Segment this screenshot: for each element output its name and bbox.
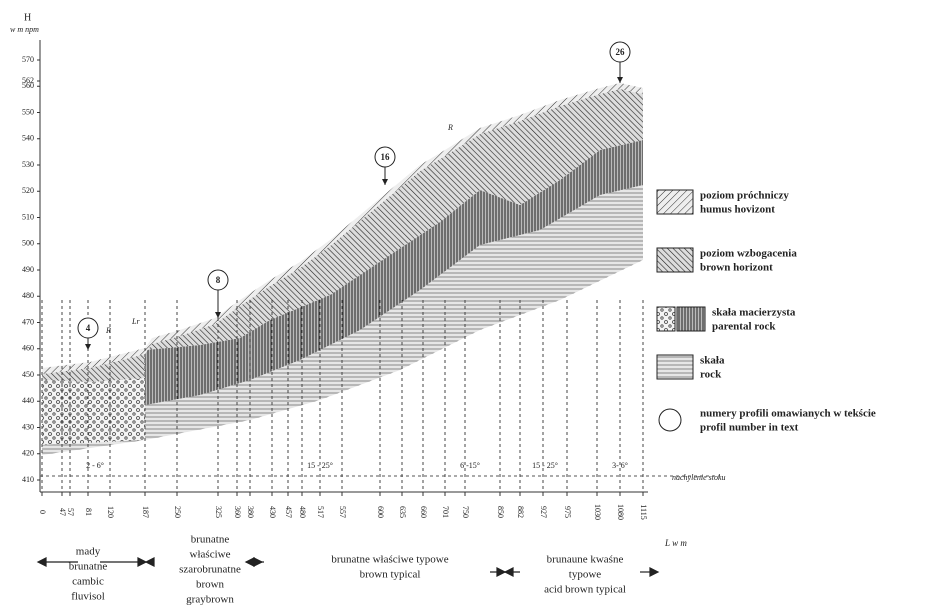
y-tick-label: 430 (22, 422, 34, 431)
soil-unit: cambic (72, 576, 104, 588)
profile-arrowhead (382, 179, 388, 185)
legend-text: poziom wzbogacenia (700, 248, 797, 260)
legend-swatch (677, 307, 705, 331)
soil-unit: właściwe (190, 549, 231, 561)
x-tick-label: 360 (233, 506, 242, 518)
soil-unit: brown typical (360, 569, 421, 581)
soil-unit: mady (76, 546, 101, 558)
y-tick-label: 540 (22, 134, 34, 143)
slope-range: 6 -15° (460, 461, 480, 470)
y-tick-label: 550 (22, 107, 34, 116)
profile-number: 16 (381, 152, 391, 162)
x-tick-label: 250 (173, 506, 182, 518)
x-tick-label: 57 (66, 508, 75, 516)
legend-swatch (657, 307, 675, 331)
soil-unit: brunaune kwaśne (547, 554, 624, 566)
legend-text: numery profili omawianych w tekście (700, 408, 876, 420)
legend-text: skała macierzysta (712, 307, 796, 319)
x-tick-label: 120 (106, 506, 115, 518)
profile-number: 4 (86, 323, 91, 333)
y-title: H (24, 12, 31, 23)
legend-swatch (657, 248, 693, 272)
x-tick-label: 457 (284, 506, 293, 518)
y-tick-label: 520 (22, 186, 34, 195)
y-tick-label: 510 (22, 212, 34, 221)
legend-text: rock (700, 369, 722, 381)
soil-cross-section: H w m npm L w m nachylenie stoku poziom … (0, 0, 931, 610)
y-tick-label: 460 (22, 344, 34, 353)
marker: R (105, 326, 111, 335)
x-tick-label: 660 (419, 506, 428, 518)
x-tick-label: 0 (38, 510, 47, 514)
y-unit: w m npm (10, 25, 39, 34)
y-tick-label: 560 (22, 81, 34, 90)
slope-range: 15 - 25° (307, 461, 333, 470)
x-tick-label: 927 (539, 506, 548, 518)
soil-unit: acid brown typical (544, 584, 626, 596)
x-tick-label: 81 (84, 508, 93, 516)
gravel-layer (42, 378, 145, 445)
x-unit: L w m (664, 538, 687, 548)
y-tick-label: 500 (22, 239, 34, 248)
x-tick-label: 750 (461, 506, 470, 518)
x-tick-label: 325 (214, 506, 223, 518)
legend-swatch (657, 355, 693, 379)
slope-label: nachylenie stoku (672, 473, 726, 482)
x-tick-label: 600 (376, 506, 385, 518)
terrain (42, 83, 643, 455)
y-tick-label: 450 (22, 370, 34, 379)
slope-range: 15 - 25° (532, 461, 558, 470)
y-tick-label: 440 (22, 396, 34, 405)
soil-unit: brunatne właściwe typowe (331, 554, 448, 566)
soil-unit: brown (196, 579, 225, 591)
legend-text: skała (700, 355, 725, 367)
soil-unit: fluvisol (71, 591, 105, 603)
legend-text: humus hovizont (700, 204, 775, 216)
x-tick-label: 975 (563, 506, 572, 518)
x-tick-label: 635 (398, 506, 407, 518)
x-tick-label: 850 (496, 506, 505, 518)
x-tick-label: 430 (268, 506, 277, 518)
legend-swatch (659, 409, 681, 431)
legend: poziom próchniczy humus hovizont poziom wz… (657, 190, 876, 434)
y-tick-label: 570 (22, 55, 34, 64)
y-tick-label: 470 (22, 317, 34, 326)
soil-unit: brunatne (191, 534, 230, 546)
marker: Lr (131, 317, 140, 326)
profile-arrowhead (617, 77, 623, 83)
soil-unit: graybrown (186, 594, 234, 606)
legend-swatch (657, 190, 693, 214)
y-tick-label: 490 (22, 265, 34, 274)
soil-unit: szarobrunatne (179, 564, 241, 576)
x-tick-label: 557 (338, 506, 347, 518)
profile-number: 8 (216, 275, 221, 285)
legend-text: brown horizont (700, 262, 773, 274)
y-tick-label: 480 (22, 291, 34, 300)
legend-text: poziom próchniczy (700, 190, 789, 202)
x-tick-label: 47 (58, 508, 67, 516)
legend-text: parental rock (712, 321, 776, 333)
x-tick-label: 882 (516, 506, 525, 518)
slope-range: 3- 6° (612, 461, 628, 470)
x-tick-label: 480 (298, 506, 307, 518)
legend-text: profil number in text (700, 422, 799, 434)
x-tick-label: 1080 (616, 504, 625, 520)
profile-number: 26 (616, 47, 626, 57)
x-tick-label: 187 (141, 506, 150, 518)
x-tick-label: 1115 (639, 504, 648, 519)
slope-range: 2 - 6° (86, 461, 104, 470)
soil-unit: typowe (569, 569, 602, 581)
x-tick-label: 1030 (593, 504, 602, 520)
soil-unit: brunatne (69, 561, 108, 573)
x-tick-label: 380 (246, 506, 255, 518)
x-tick-label: 517 (316, 506, 325, 518)
marker: R (447, 123, 453, 132)
y-tick-label: 530 (22, 160, 34, 169)
y-tick-label: 410 (22, 475, 34, 484)
profile-arrowhead (85, 344, 91, 350)
y-tick-label: 420 (22, 449, 34, 458)
x-tick-label: 701 (441, 506, 450, 518)
